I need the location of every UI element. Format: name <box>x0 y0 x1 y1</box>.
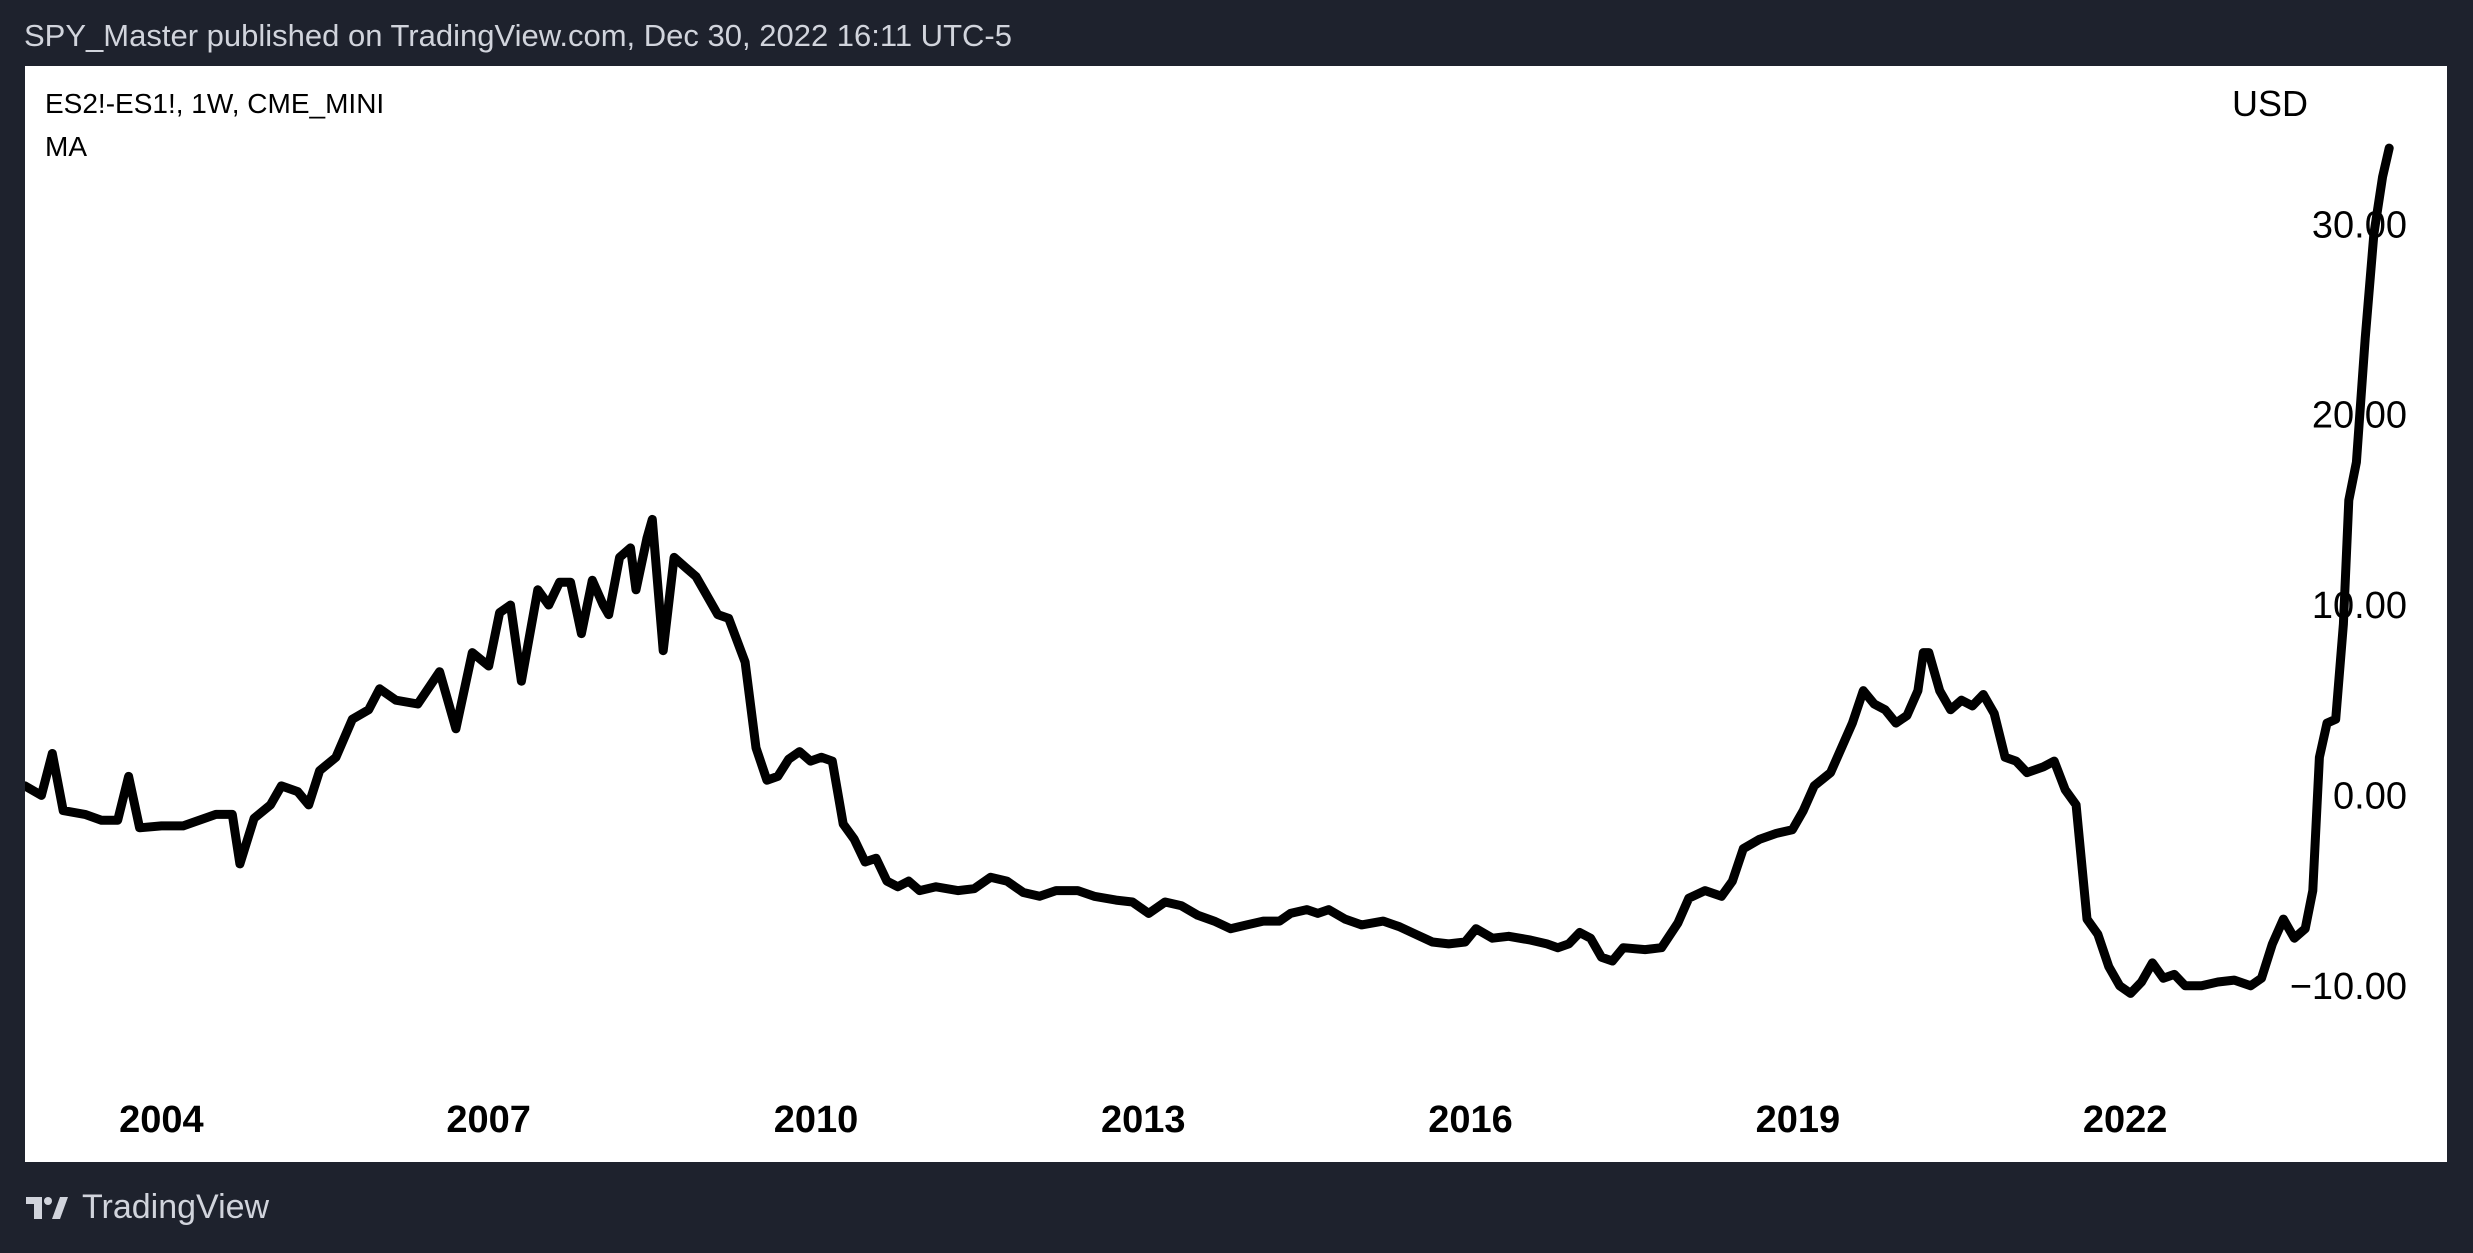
brand-name: TradingView <box>82 1188 270 1226</box>
footer-brand[interactable]: TradingView <box>26 1188 269 1227</box>
chart-svg: ES2!-ES1!, 1W, CME_MINI MA USD 30.00 20.0… <box>25 83 2407 1141</box>
publish-attribution: SPY_Master published on TradingView.com,… <box>24 18 1012 53</box>
currency-label: USD <box>2232 83 2308 124</box>
series-line <box>25 143 2394 998</box>
tradingview-logo-icon <box>26 1196 68 1219</box>
chart-legend: ES2!-ES1!, 1W, CME_MINI MA <box>45 88 384 162</box>
x-tick-label: 2019 <box>1756 1099 1841 1141</box>
y-tick-label: 0.00 <box>2333 775 2407 817</box>
y-tick-label: 30.00 <box>2312 204 2407 246</box>
x-tick-label: 2022 <box>2083 1099 2168 1141</box>
x-tick-label: 2013 <box>1101 1099 1186 1141</box>
chart-panel[interactable]: ES2!-ES1!, 1W, CME_MINI MA USD 30.00 20.0… <box>25 66 2447 1162</box>
x-tick-label: 2004 <box>119 1099 204 1141</box>
y-tick-label: 20.00 <box>2312 395 2407 437</box>
x-tick-label: 2010 <box>774 1099 859 1141</box>
legend-symbol[interactable]: ES2!-ES1!, 1W, CME_MINI <box>45 88 384 119</box>
y-tick-label: −10.00 <box>2290 966 2407 1008</box>
y-tick-label: 10.00 <box>2312 585 2407 627</box>
y-axis[interactable]: 30.00 20.00 10.00 0.00 −10.00 <box>2290 204 2407 1007</box>
x-tick-label: 2007 <box>446 1099 531 1141</box>
legend-indicator[interactable]: MA <box>45 131 87 162</box>
x-tick-label: 2016 <box>1428 1099 1513 1141</box>
x-axis[interactable]: 2004 2007 2010 2013 2016 2019 2022 <box>119 1099 2167 1141</box>
